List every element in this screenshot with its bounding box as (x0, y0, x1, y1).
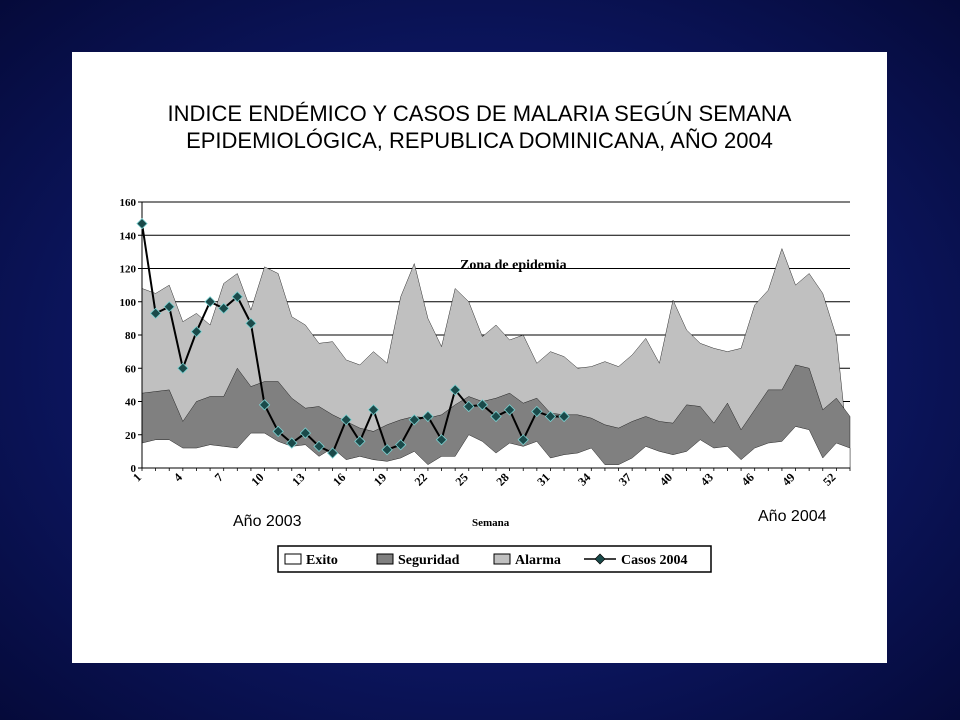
x-tick-label-4: 4 (171, 470, 185, 484)
y-tick-label-60: 60 (125, 363, 137, 375)
legend-label-alarma: Alarma (515, 553, 561, 568)
legend-swatch-seguridad (376, 553, 394, 565)
x-axis-title: Semana (472, 517, 510, 529)
legend: Exito Seguridad Alarma Casos 2004 (277, 545, 712, 573)
x-tick-label-1: 1 (130, 470, 144, 484)
marker-casos-week-28 (503, 404, 516, 416)
marker-casos-week-32 (558, 410, 570, 423)
y-tick-label-120: 120 (120, 264, 137, 276)
chart-title-line-2: EPIDEMIOLÓGICA, REPUBLICA DOMINICANA, AÑ… (186, 128, 773, 153)
marker-casos-week-11 (272, 425, 284, 438)
x-tick-label-34: 34 (575, 470, 593, 488)
x-tick-label-46: 46 (738, 470, 756, 488)
legend-marker-casos (594, 553, 606, 565)
marker-casos-week-9 (245, 317, 257, 330)
marker-casos-week-20 (395, 439, 407, 451)
marker-casos-week-29 (517, 434, 529, 446)
marker-casos-week-22 (422, 410, 434, 423)
marker-casos-week-13 (299, 427, 312, 439)
marker-casos-week-26 (476, 399, 489, 411)
marker-casos-week-19 (381, 444, 393, 456)
marker-casos-week-30 (531, 405, 543, 418)
marker-casos-week-15 (326, 447, 339, 459)
marker-casos-week-1 (136, 217, 148, 230)
marker-casos-week-27 (490, 410, 502, 423)
marker-casos-week-6 (204, 296, 216, 308)
marker-casos-week-5 (190, 326, 203, 338)
marker-casos-week-21 (408, 414, 420, 426)
y-tick-label-40: 40 (125, 397, 137, 409)
marker-casos-week-3 (163, 301, 175, 313)
y-tick-label-160: 160 (120, 197, 137, 209)
y-tick-label-0: 0 (131, 463, 137, 475)
x-tick-label-7: 7 (212, 470, 226, 484)
x-tick-label-37: 37 (616, 470, 634, 488)
area-exito (141, 426, 851, 469)
annotation-year-2004: Año 2004 (758, 508, 827, 525)
x-tick-label-19: 19 (371, 470, 389, 488)
x-tick-label-10: 10 (248, 470, 266, 488)
x-tick-label-22: 22 (412, 470, 430, 488)
x-tick-label-13: 13 (289, 470, 307, 488)
marker-casos-week-2 (149, 307, 162, 320)
chart-svg: 0 20 40 60 80 100 120 140 160 1 4 7 10 13 16 19 22 25 28 31… (120, 197, 851, 573)
marker-casos-week-16 (340, 414, 352, 426)
x-tick-label-43: 43 (698, 470, 716, 488)
marker-casos-week-17 (354, 435, 366, 448)
marker-casos-week-18 (367, 404, 380, 416)
legend-label-casos: Casos 2004 (621, 553, 688, 568)
marker-casos-week-10 (258, 399, 271, 411)
x-tick-label-52: 52 (820, 470, 838, 488)
chart-title-line-1: INDICE ENDÉMICO Y CASOS DE MALARIA SEGÚN… (167, 101, 792, 126)
y-tick-label-80: 80 (125, 330, 137, 342)
marker-casos-week-25 (463, 400, 475, 413)
x-tick-label-31: 31 (534, 470, 552, 488)
marker-casos-week-7 (218, 302, 230, 315)
y-tick-label-100: 100 (120, 297, 137, 309)
marker-casos-week-31 (544, 410, 557, 423)
y-tick-label-140: 140 (120, 230, 137, 242)
marker-casos-week-12 (286, 437, 298, 449)
x-tick-label-28: 28 (493, 470, 511, 488)
axes (138, 201, 851, 471)
x-tick-label-40: 40 (657, 470, 675, 488)
slide-panel: INDICE ENDÉMICO Y CASOS DE MALARIA SEGÚN… (72, 52, 887, 663)
legend-label-seguridad: Seguridad (398, 553, 460, 568)
chart-title: INDICE ENDÉMICO Y CASOS DE MALARIA SEGÚN… (72, 100, 887, 154)
marker-casos-week-14 (313, 440, 325, 453)
marker-casos-week-23 (435, 434, 448, 446)
marker-casos-week-24 (449, 384, 461, 396)
x-tick-label-49: 49 (779, 470, 797, 488)
annotation-zona-epidemia: Zona de epidemia (460, 258, 567, 273)
x-tick-label-25: 25 (453, 470, 471, 488)
legend-label-exito: Exito (306, 553, 338, 568)
x-tick-label-16: 16 (330, 470, 348, 488)
y-tick-label-20: 20 (125, 430, 137, 442)
marker-casos-week-8 (231, 291, 243, 303)
marker-casos-week-4 (177, 362, 189, 374)
annotation-year-2003: Año 2003 (233, 513, 302, 530)
legend-swatch-exito (284, 553, 302, 565)
casos-layer (136, 217, 570, 459)
legend-swatch-alarma (493, 553, 511, 565)
